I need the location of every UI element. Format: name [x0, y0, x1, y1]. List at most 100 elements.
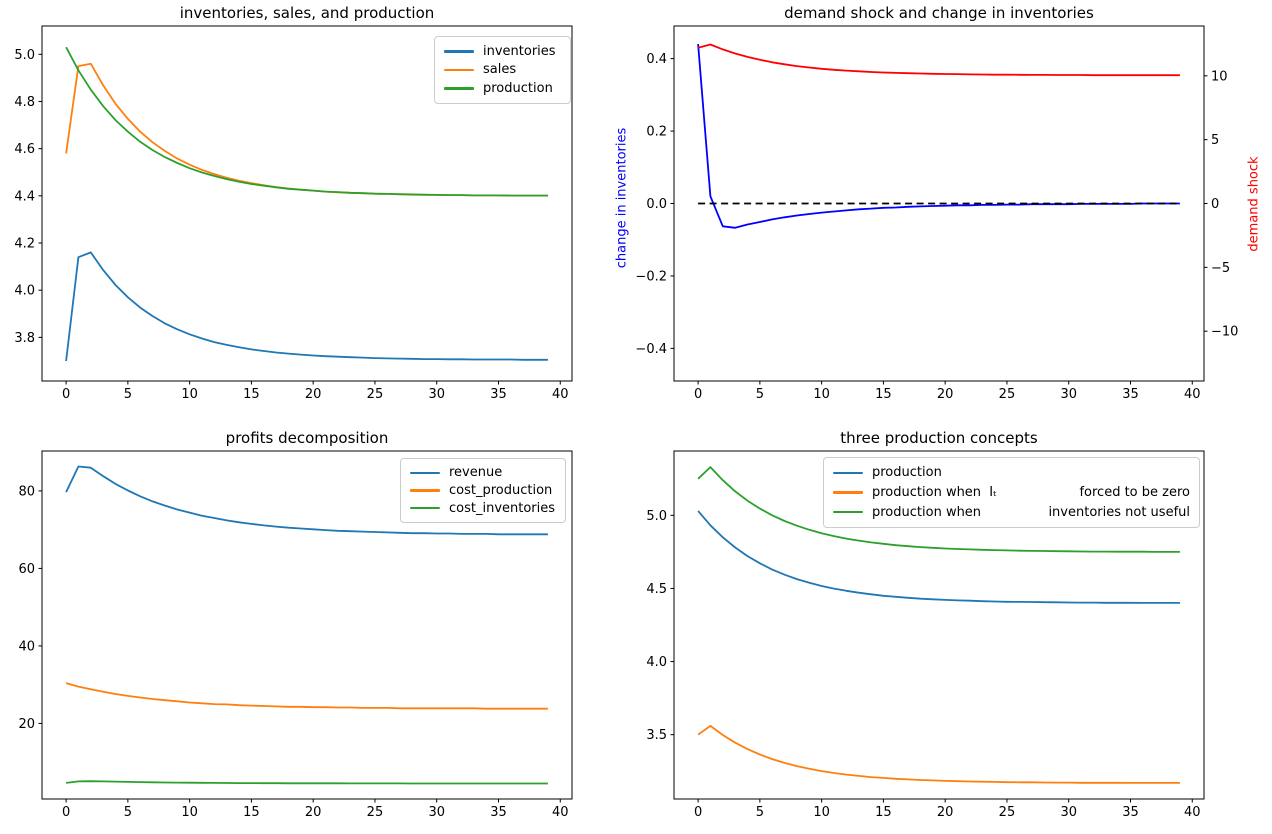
legend-three-production-concepts: production production when Iₜ forced to be… [823, 457, 1200, 528]
x-tick-label: 15 [243, 387, 260, 402]
y-tick-label: 80 [18, 484, 35, 499]
x-tick-label: 30 [1060, 387, 1077, 402]
x-tick-label: 35 [1122, 805, 1139, 820]
legend-profits-decomposition: revenue cost_production cost_inventories [400, 458, 566, 523]
axes-spines [41, 450, 573, 800]
axes-spines [673, 450, 1205, 800]
y-tick-label: 4.0 [14, 284, 35, 299]
x-tick-label: 25 [999, 805, 1016, 820]
legend-label: cost_inventories [449, 500, 556, 516]
y-tick-label: 3.8 [14, 331, 35, 346]
x-tick-label: 20 [937, 387, 954, 402]
y-tick-label: 5.0 [14, 48, 35, 63]
x-tick-label: 5 [756, 387, 764, 402]
x-tick-label: 0 [694, 387, 702, 402]
series-line-production-when-Iₜ [697, 725, 1180, 784]
axes-inventories-sales-production: 0 5 10 15 20 25 30 35 40 3.8 4.0 4.2 4.4 4.6 4.8 5.0 [14, 25, 573, 402]
legend-label: production [872, 465, 942, 481]
y-tick-label-right: 5 [1211, 133, 1219, 148]
axes-profits-decomposition: 0 5 10 15 20 25 30 35 40 20 40 60 80 [18, 450, 573, 820]
legend-label: sales [483, 62, 517, 78]
legend-line-sample-icon [833, 491, 863, 494]
x-tick-label: 25 [999, 387, 1016, 402]
series-line-cost_production [65, 682, 548, 710]
legend-inventories-sales-production: inventories sales production [434, 36, 571, 104]
y-tick-label: 20 [18, 717, 35, 732]
x-tick-label: 10 [181, 805, 198, 820]
legend-item: sales [444, 62, 561, 77]
x-tick-label: 0 [694, 805, 702, 820]
legend-label: revenue [449, 465, 503, 481]
x-tick-label: 35 [1122, 387, 1139, 402]
series-line-change-in-inventories [697, 44, 1180, 229]
ylabel-change-in-inventories: change in inventories [614, 127, 630, 269]
y-tick-label: 60 [18, 562, 35, 577]
x-tick-label: 20 [937, 805, 954, 820]
x-tick-label: 30 [1060, 805, 1077, 820]
legend-line-sample-icon [833, 510, 863, 514]
y-tick-label-right: 10 [1211, 69, 1228, 84]
y-tick-label-right: −10 [1211, 325, 1238, 340]
series-line-demand-shock [697, 43, 1180, 77]
y-tick-label: 4.6 [14, 142, 35, 157]
chart-title-three-production-concepts: three production concepts [840, 429, 1038, 447]
x-tick-label: 10 [813, 387, 830, 402]
series-line-production-when [697, 466, 1180, 553]
x-tick-label: 40 [552, 387, 569, 402]
x-tick-label: 15 [243, 805, 260, 820]
y-tick-label: 40 [18, 639, 35, 654]
x-tick-label: 5 [756, 805, 764, 820]
y-tick-label: −0.4 [635, 342, 667, 357]
series-line-production [65, 46, 548, 197]
chart-title-profits-decomposition: profits decomposition [225, 429, 389, 447]
axes-demand-shock-change-in-inventories: 0 5 10 15 20 25 30 35 40 −0.4 −0.2 0.0 0.2 0.4 −10 −5 0 5… [635, 25, 1238, 402]
axes-spines [673, 25, 1205, 382]
x-tick-label: 15 [875, 805, 892, 820]
axes-three-production-concepts: 0 5 10 15 20 25 30 35 40 3.5 4.0 4.5 5.0 [646, 450, 1205, 820]
x-tick-label: 5 [124, 805, 132, 820]
x-tick-label: 40 [552, 805, 569, 820]
y-tick-label: 4.2 [14, 237, 35, 252]
legend-line-sample-icon [833, 471, 863, 475]
y-tick-label-right: 0 [1211, 197, 1219, 212]
x-tick-label: 40 [1184, 387, 1201, 402]
x-tick-label: 0 [62, 805, 70, 820]
x-tick-label: 20 [305, 805, 322, 820]
legend-line-sample-icon [444, 50, 474, 53]
legend-label: cost_production [449, 482, 553, 498]
y-tick-label: 3.5 [646, 728, 667, 743]
y-tick-label: 4.8 [14, 95, 35, 110]
series-line-inventories [65, 251, 548, 362]
legend-line-sample-icon [410, 506, 440, 510]
ylabel-demand-shock: demand shock [1246, 156, 1262, 252]
x-tick-label: 35 [490, 805, 507, 820]
y-tick-label: 4.5 [646, 582, 667, 597]
y-tick-label-right: −5 [1211, 261, 1230, 276]
y-tick-label: 4.0 [646, 655, 667, 670]
y-tick-label: −0.2 [635, 269, 667, 284]
legend-line-sample-icon [410, 489, 440, 492]
axes-spines [41, 25, 573, 382]
series-line-revenue [65, 465, 548, 536]
legend-label-suffix: forced to be zero [1079, 484, 1190, 500]
legend-item: cost_production [410, 483, 556, 498]
legend-line-sample-icon [444, 87, 474, 90]
legend-line-sample-icon [444, 68, 474, 72]
x-tick-label: 40 [1184, 805, 1201, 820]
x-tick-label: 25 [367, 805, 384, 820]
x-tick-label: 10 [181, 387, 198, 402]
legend-label: production when [872, 504, 982, 520]
legend-label: inventories [483, 43, 556, 59]
x-tick-label: 35 [490, 387, 507, 402]
x-tick-label: 15 [875, 387, 892, 402]
x-tick-label: 30 [428, 387, 445, 402]
chart-title-inventories-sales-production: inventories, sales, and production [179, 4, 435, 22]
series-line-production [697, 510, 1180, 604]
y-tick-label: 0.4 [646, 52, 667, 67]
x-tick-label: 20 [305, 387, 322, 402]
y-tick-label: 4.4 [14, 189, 35, 204]
legend-line-sample-icon [410, 471, 440, 475]
x-tick-label: 25 [367, 387, 384, 402]
legend-item: production [833, 465, 1190, 480]
